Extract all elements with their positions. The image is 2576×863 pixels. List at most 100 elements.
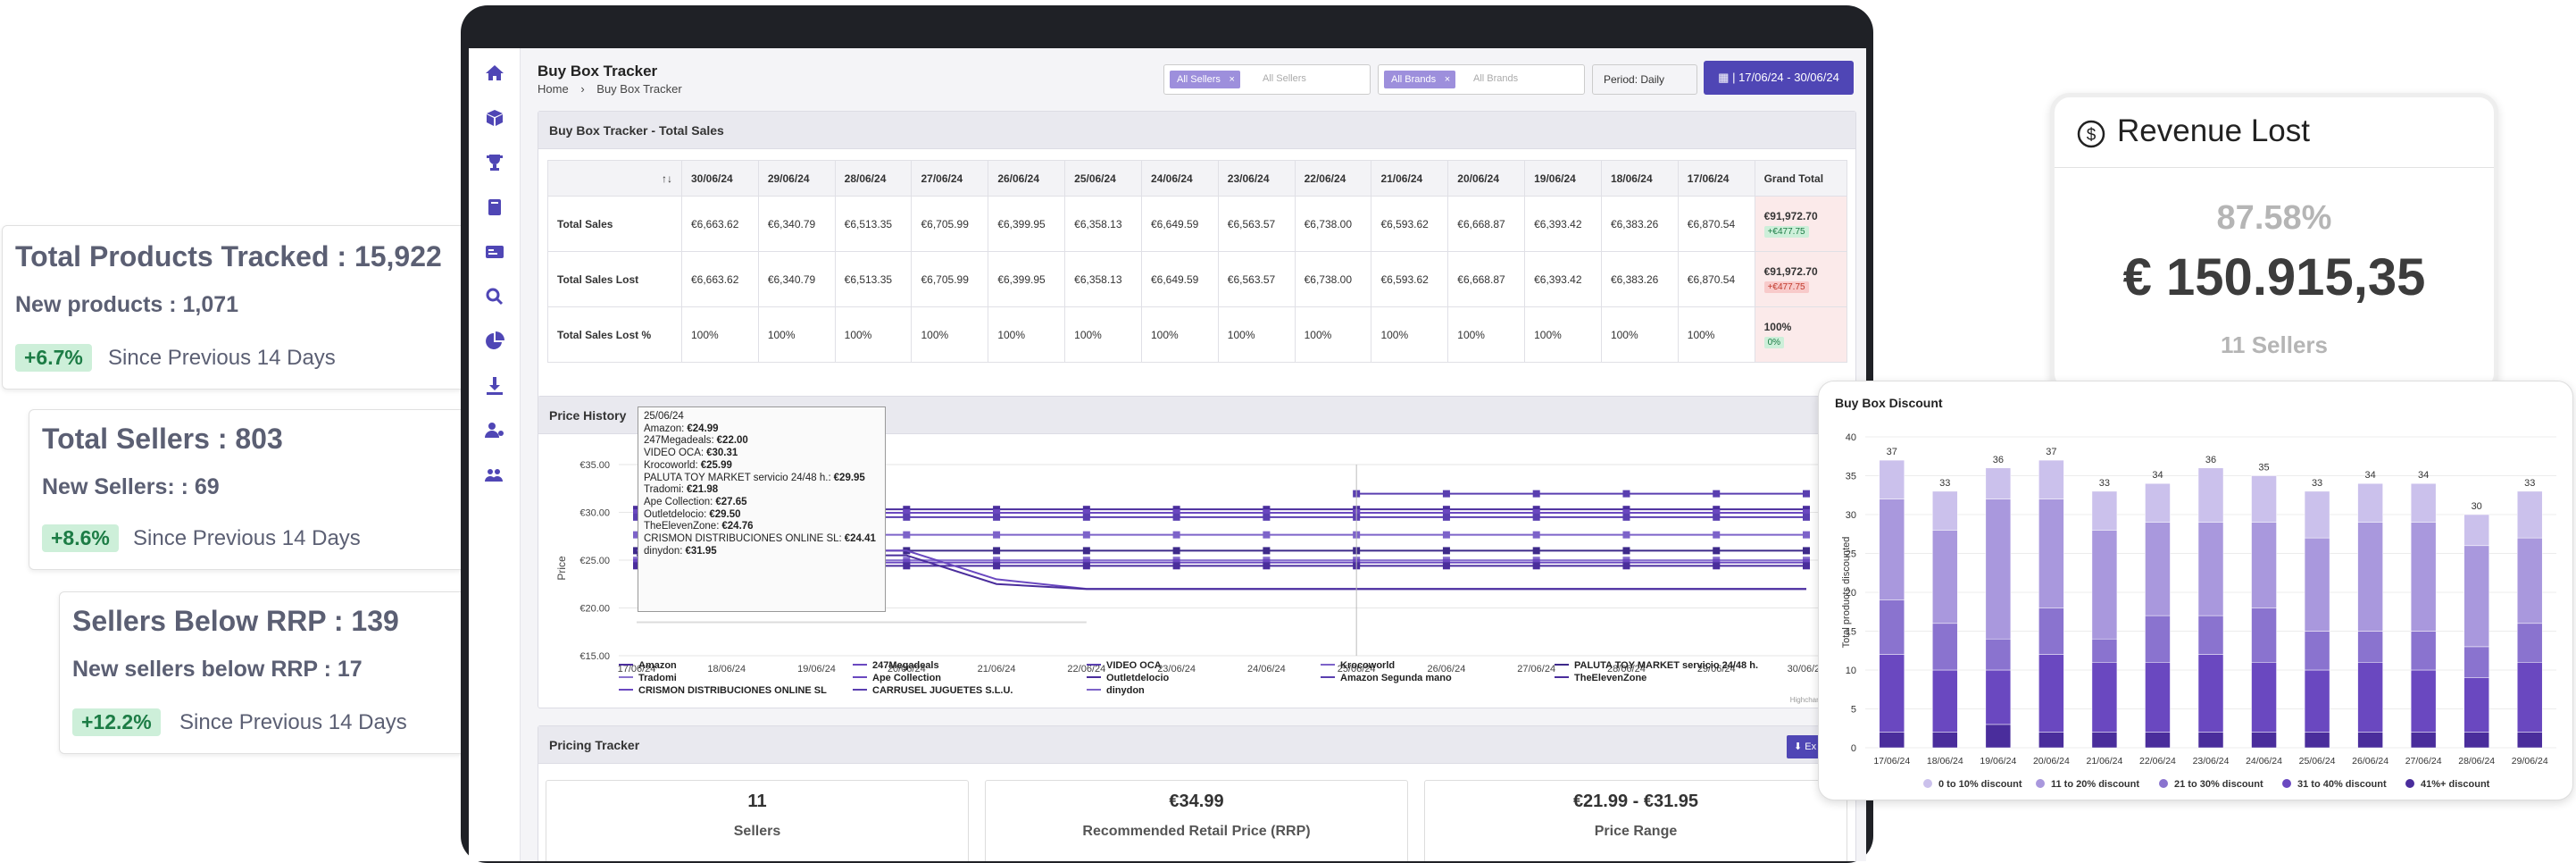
series-point[interactable] — [633, 531, 640, 539]
legend-item[interactable]: 41%+ discount — [2421, 779, 2490, 790]
column-header[interactable]: Grand Total — [1754, 160, 1848, 197]
series-point[interactable] — [1172, 509, 1180, 517]
bar-segment[interactable] — [2251, 522, 2277, 608]
brands-chip[interactable]: All Brands × — [1384, 71, 1456, 88]
series-point[interactable] — [1622, 562, 1630, 570]
series-point[interactable] — [1713, 509, 1721, 517]
download-icon[interactable] — [483, 375, 506, 398]
series-point[interactable] — [993, 547, 1001, 555]
column-header[interactable]: 25/06/24 — [1064, 160, 1142, 197]
date-range-button[interactable]: ▦ | 17/06/24 - 30/06/24 — [1704, 61, 1854, 95]
bar-segment[interactable] — [2304, 669, 2330, 733]
bar-segment[interactable] — [2091, 490, 2118, 531]
bar-segment[interactable] — [2197, 467, 2224, 523]
legend-item[interactable]: Ape Collection — [872, 673, 941, 683]
series-point[interactable] — [1532, 509, 1540, 517]
series-point[interactable] — [903, 531, 911, 539]
series-point[interactable] — [1622, 490, 1630, 498]
sellers-input[interactable]: All Sellers — [1263, 73, 1306, 84]
sellers-filter[interactable]: All Sellers × All Sellers — [1163, 64, 1371, 95]
bar-segment[interactable] — [1879, 654, 1905, 733]
search-icon[interactable] — [483, 286, 506, 309]
series-point[interactable] — [1622, 531, 1630, 539]
series-point[interactable] — [1622, 509, 1630, 517]
bar-segment[interactable] — [1879, 599, 1905, 655]
series-point[interactable] — [1263, 531, 1271, 539]
user-gear-icon[interactable] — [483, 420, 506, 443]
series-point[interactable] — [903, 562, 911, 570]
series-point[interactable] — [1442, 531, 1450, 539]
series-point[interactable] — [1442, 513, 1450, 521]
series-point[interactable] — [1082, 562, 1090, 570]
bar-segment[interactable] — [2357, 522, 2383, 632]
series-point[interactable] — [1172, 513, 1180, 521]
series-point[interactable] — [1713, 513, 1721, 521]
close-icon[interactable]: × — [1444, 74, 1451, 85]
bar-segment[interactable] — [2251, 475, 2277, 523]
bar-segment[interactable] — [2357, 482, 2383, 523]
bar-segment[interactable] — [1985, 499, 2012, 640]
bar-segment[interactable] — [2091, 662, 2118, 733]
bar-segment[interactable] — [2251, 662, 2277, 733]
bar-segment[interactable] — [2197, 615, 2224, 655]
series-point[interactable] — [1622, 513, 1630, 521]
legend-item[interactable]: VIDEO OCA — [1106, 660, 1162, 671]
bar-segment[interactable] — [2410, 482, 2437, 523]
bar-segment[interactable] — [2145, 482, 2171, 523]
legend-item[interactable]: 0 to 10% discount — [1938, 779, 2022, 790]
series-point[interactable] — [1532, 490, 1540, 498]
bar-segment[interactable] — [2197, 654, 2224, 733]
legend-item[interactable]: TheElevenZone — [1574, 673, 1646, 683]
series-point[interactable] — [1172, 547, 1180, 555]
legend-item[interactable]: Amazon — [638, 660, 677, 671]
legend-item[interactable]: Outletdelocio — [1106, 673, 1170, 683]
home-icon[interactable] — [483, 63, 506, 86]
series-point[interactable] — [1442, 509, 1450, 517]
series-point[interactable] — [1263, 509, 1271, 517]
bar-segment[interactable] — [2357, 631, 2383, 663]
bar-segment[interactable] — [2038, 499, 2064, 608]
bar-segment[interactable] — [2091, 638, 2118, 663]
series-point[interactable] — [1172, 531, 1180, 539]
series-point[interactable] — [1803, 531, 1810, 539]
bar-segment[interactable] — [2516, 537, 2543, 624]
bar-segment[interactable] — [2145, 732, 2171, 749]
sort-header[interactable]: ↑↓ — [547, 160, 682, 197]
bar-segment[interactable] — [2463, 545, 2489, 648]
series-point[interactable] — [903, 513, 911, 521]
bar-segment[interactable] — [2145, 615, 2171, 663]
column-header[interactable]: 27/06/24 — [911, 160, 989, 197]
bar-segment[interactable] — [2038, 607, 2064, 655]
legend-item[interactable]: 11 to 20% discount — [2051, 779, 2139, 790]
bar-segment[interactable] — [2304, 732, 2330, 749]
bar-segment[interactable] — [1879, 499, 1905, 600]
column-header[interactable]: 23/06/24 — [1217, 160, 1296, 197]
bar-segment[interactable] — [2463, 677, 2489, 733]
bar-segment[interactable] — [2304, 490, 2330, 539]
bar-segment[interactable] — [2410, 631, 2437, 671]
bar-segment[interactable] — [1985, 724, 2012, 749]
bar-segment[interactable] — [1932, 490, 1958, 531]
legend-item[interactable]: Amazon Segunda mano — [1340, 673, 1452, 683]
column-header[interactable]: 22/06/24 — [1294, 160, 1372, 197]
column-header[interactable]: 28/06/24 — [834, 160, 913, 197]
bar-segment[interactable] — [2145, 662, 2171, 733]
series-point[interactable] — [993, 531, 1001, 539]
bar-segment[interactable] — [1932, 623, 1958, 671]
legend-item[interactable]: dinydon — [1106, 685, 1145, 696]
legend-item[interactable]: 21 to 30% discount — [2174, 779, 2263, 790]
series-point[interactable] — [1803, 513, 1810, 521]
bar-segment[interactable] — [2197, 732, 2224, 749]
bar-segment[interactable] — [2251, 732, 2277, 749]
bar-segment[interactable] — [2091, 530, 2118, 640]
users-gear-icon[interactable] — [483, 465, 506, 488]
period-select[interactable]: Period: Daily — [1592, 64, 1697, 95]
bar-segment[interactable] — [1985, 669, 2012, 725]
series-point[interactable] — [1082, 547, 1090, 555]
bar-segment[interactable] — [2038, 732, 2064, 749]
brands-filter[interactable]: All Brands × All Brands — [1378, 64, 1585, 95]
series-point[interactable] — [1713, 490, 1721, 498]
legend-item[interactable]: Tradomi — [638, 673, 677, 683]
bar-segment[interactable] — [2357, 662, 2383, 733]
legend-item[interactable]: CRISMON DISTRIBUCIONES ONLINE SL — [638, 685, 827, 696]
